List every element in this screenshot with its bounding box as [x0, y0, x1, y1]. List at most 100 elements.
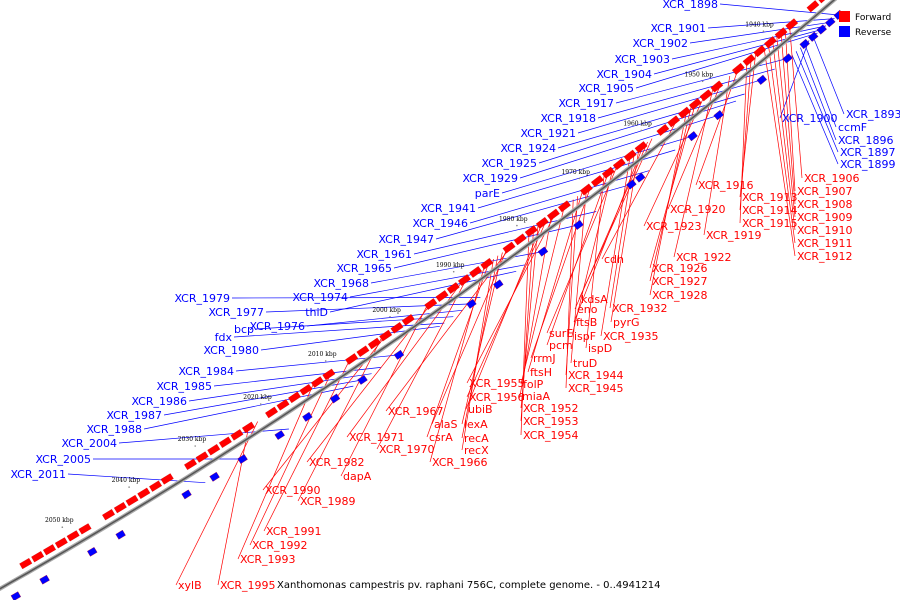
gene-label[interactable]: XCR_1900 [782, 112, 838, 125]
gene-label[interactable]: lexA [464, 418, 488, 431]
gene-label[interactable]: XCR_1941 [420, 202, 476, 215]
gene-label[interactable]: XCR_2005 [35, 453, 91, 466]
gene-label[interactable]: XCR_1979 [174, 292, 230, 305]
gene-label[interactable]: truD [573, 357, 597, 370]
gene-label[interactable]: XCR_1920 [670, 203, 726, 216]
gene-label[interactable]: recA [464, 432, 489, 445]
gene-label[interactable]: XCR_1952 [523, 402, 579, 415]
gene-label[interactable]: XCR_1902 [632, 37, 688, 50]
gene-label[interactable]: XCR_1906 [804, 172, 860, 185]
gene-label[interactable]: XCR_1966 [432, 456, 488, 469]
gene-label[interactable]: alaS [434, 418, 458, 431]
gene-label[interactable]: XCR_1961 [356, 248, 412, 261]
gene-label[interactable]: XCR_1995 [220, 579, 276, 592]
gene-label[interactable]: XCR_1993 [240, 553, 296, 566]
gene-label[interactable]: XCR_1896 [838, 134, 894, 147]
gene-label[interactable]: ispF [574, 330, 596, 343]
gene-label[interactable]: XCR_1944 [568, 369, 624, 382]
gene-label[interactable]: ftsH [530, 366, 552, 379]
gene-label[interactable]: XCR_1955 [469, 377, 525, 390]
gene-label[interactable]: XCR_1910 [797, 224, 853, 237]
gene-label[interactable]: XCR_1925 [481, 157, 537, 170]
gene-label[interactable]: parE [475, 187, 500, 200]
gene-label[interactable]: pcm [549, 339, 573, 352]
gene-label[interactable]: bcp [234, 323, 254, 336]
gene-label[interactable]: XCR_1945 [568, 382, 624, 395]
gene-label[interactable]: ftsB [576, 316, 597, 329]
gene-label[interactable]: XCR_1915 [742, 217, 798, 230]
gene-label[interactable]: cdh [604, 253, 624, 266]
gene-label[interactable]: XCR_1956 [469, 391, 525, 404]
gene-label[interactable]: XCR_1946 [412, 217, 468, 230]
gene-label[interactable]: XCR_1919 [706, 229, 762, 242]
gene-label[interactable]: XCR_1935 [603, 330, 659, 343]
gene-label[interactable]: XCR_1903 [614, 53, 670, 66]
gene-label[interactable]: XCR_1965 [336, 262, 392, 275]
gene-label[interactable]: XCR_1908 [797, 198, 853, 211]
gene-label[interactable]: XCR_1984 [178, 365, 234, 378]
gene-label[interactable]: XCR_1982 [309, 456, 365, 469]
gene-label[interactable]: XCR_1916 [698, 179, 754, 192]
gene-label[interactable]: XCR_1893 [846, 108, 900, 121]
gene-label[interactable]: XCR_1954 [523, 429, 579, 442]
gene-label[interactable]: XCR_1929 [462, 172, 518, 185]
gene-label[interactable]: XCR_1917 [558, 97, 614, 110]
gene-label[interactable]: surE [549, 327, 573, 340]
gene-label[interactable]: XCR_1926 [652, 262, 708, 275]
gene-label[interactable]: XCR_1992 [252, 539, 308, 552]
gene-label[interactable]: XCR_1974 [292, 291, 348, 304]
gene-label[interactable]: XCR_1907 [797, 185, 853, 198]
gene-label[interactable]: XCR_2004 [61, 437, 117, 450]
gene-label[interactable]: XCR_1987 [106, 409, 162, 422]
gene-label[interactable]: XCR_1911 [797, 237, 853, 250]
gene-label[interactable]: XCR_1918 [540, 112, 596, 125]
gene-label[interactable]: xylB [178, 579, 202, 592]
gene-label[interactable]: XCR_1986 [131, 395, 187, 408]
gene-label[interactable]: XCR_1971 [349, 431, 405, 444]
gene-label[interactable]: XCR_1967 [388, 405, 444, 418]
gene-label[interactable]: XCR_1899 [840, 158, 896, 171]
gene-label[interactable]: thiD [305, 306, 328, 319]
gene-label[interactable]: XCR_1927 [652, 275, 708, 288]
gene-label[interactable]: XCR_1905 [578, 82, 634, 95]
gene-label[interactable]: rrmJ [533, 352, 556, 365]
gene-label[interactable]: XCR_2011 [10, 468, 66, 481]
gene-label[interactable]: XCR_1976 [249, 320, 305, 333]
gene-label[interactable]: XCR_1912 [797, 250, 853, 263]
gene-label[interactable]: XCR_1968 [313, 277, 369, 290]
gene-label[interactable]: XCR_1901 [650, 22, 706, 35]
gene-label[interactable]: csrA [429, 431, 453, 444]
gene-label[interactable]: XCR_1914 [742, 204, 798, 217]
gene-label[interactable]: XCR_1923 [646, 220, 702, 233]
gene-label[interactable]: pyrG [613, 316, 640, 329]
gene-label[interactable]: XCR_1977 [208, 306, 264, 319]
gene-label[interactable]: fdx [215, 331, 233, 344]
gene-label[interactable]: eno [577, 303, 598, 316]
gene-label[interactable]: kdsA [581, 293, 608, 306]
gene-label[interactable]: XCR_1921 [520, 127, 576, 140]
gene-label[interactable]: XCR_1989 [300, 495, 356, 508]
gene-label[interactable]: XCR_1985 [156, 380, 212, 393]
gene-label[interactable]: XCR_1924 [500, 142, 556, 155]
gene-label[interactable]: ccmF [838, 121, 867, 134]
gene-label[interactable]: recX [464, 444, 489, 457]
gene-label[interactable]: XCR_1909 [797, 211, 853, 224]
gene-label[interactable]: XCR_1898 [662, 0, 718, 11]
gene-label[interactable]: XCR_1970 [379, 443, 435, 456]
gene-label[interactable]: ispD [588, 342, 612, 355]
gene-label[interactable]: dapA [343, 470, 372, 483]
gene-label[interactable]: XCR_1947 [378, 233, 434, 246]
gene-label[interactable]: XCR_1928 [652, 289, 708, 302]
gene-label[interactable]: XCR_1922 [676, 251, 732, 264]
gene-label[interactable]: XCR_1904 [596, 68, 652, 81]
gene-label[interactable]: XCR_1932 [612, 302, 668, 315]
gene-label[interactable]: XCR_1953 [523, 415, 579, 428]
gene-label[interactable]: XCR_1980 [203, 344, 259, 357]
gene-label[interactable]: ubiB [468, 403, 493, 416]
gene-label[interactable]: XCR_1897 [840, 146, 896, 159]
gene-label[interactable]: XCR_1988 [86, 423, 142, 436]
gene-label[interactable]: XCR_1913 [742, 191, 798, 204]
gene-label[interactable]: miaA [522, 390, 551, 403]
gene-label[interactable]: folP [523, 378, 544, 391]
gene-label[interactable]: XCR_1991 [266, 525, 322, 538]
